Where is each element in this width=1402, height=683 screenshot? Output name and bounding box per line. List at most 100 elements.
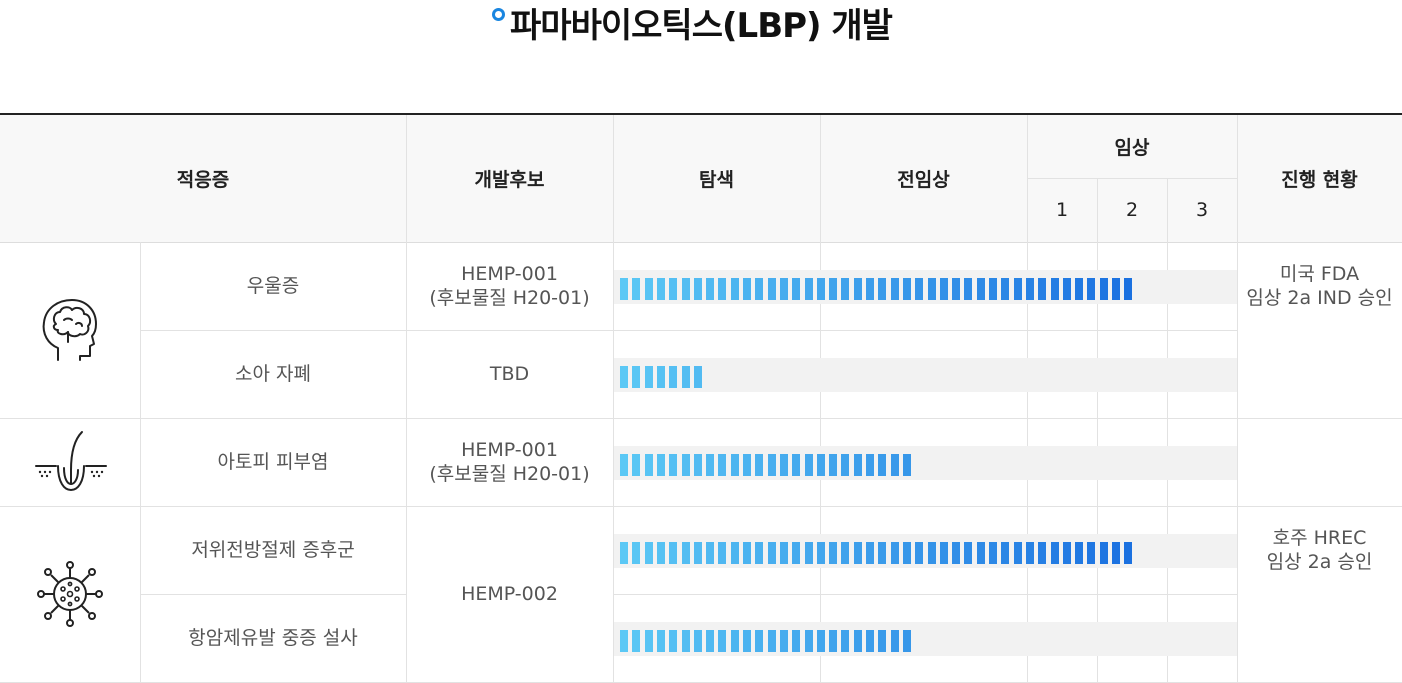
progress-segment (1025, 278, 1034, 300)
progress-segment (976, 542, 985, 564)
progress-segment (669, 278, 678, 300)
progress-segment (976, 278, 985, 300)
progress-segment (816, 454, 825, 476)
header-candidate: 개발후보 (474, 169, 545, 191)
progress-segment (1062, 542, 1071, 564)
grid-line (1237, 115, 1238, 242)
progress-segment (952, 278, 961, 300)
header-phase-3: 3 (1195, 199, 1209, 221)
progress-segment (853, 630, 862, 652)
progress-segment (718, 630, 727, 652)
progress-segment (706, 454, 715, 476)
progress-segment (706, 630, 715, 652)
progress-segment (779, 542, 788, 564)
progress-segment (841, 454, 850, 476)
progress-segment (620, 542, 628, 564)
grid-line (613, 115, 614, 242)
progress-segment (989, 542, 997, 564)
table-header (0, 115, 1402, 243)
progress-segment (693, 278, 702, 300)
progress-track (614, 270, 1237, 304)
progress-segment (939, 278, 948, 300)
progress-segment (1001, 278, 1010, 300)
progress-segment (681, 454, 690, 476)
progress-segment (620, 630, 628, 652)
progress-segment (927, 542, 936, 564)
grid-line (0, 418, 1402, 419)
progress-segment (902, 542, 911, 564)
progress-segment (853, 542, 862, 564)
progress-segment (804, 542, 813, 564)
progress-segment (792, 542, 801, 564)
progress-segment (816, 278, 825, 300)
progress-segment (890, 454, 899, 476)
grid-line (140, 594, 406, 595)
progress-segment (964, 278, 973, 300)
progress-segment (829, 278, 838, 300)
header-phase-1: 1 (1055, 199, 1069, 221)
progress-segment (669, 542, 678, 564)
progress-segment (755, 454, 764, 476)
progress-segment (1050, 278, 1059, 300)
progress-track (614, 534, 1237, 568)
candidate-note: (후보물질 H20-01) (429, 287, 590, 309)
indication-label: 소아 자폐 (235, 363, 311, 385)
progress-segment (890, 278, 899, 300)
progress-segment (681, 630, 690, 652)
progress-segment (964, 542, 973, 564)
candidate-cell: HEMP-001 (후보물질 H20-01) (406, 242, 613, 330)
indication-label: 항암제유발 중증 설사 (188, 627, 358, 649)
progress-segment (620, 366, 628, 388)
progress-segment (767, 454, 776, 476)
progress-segment (902, 454, 911, 476)
status-cell: 미국 FDA 임상 2a IND 승인 (1237, 242, 1402, 330)
progress-segment (1124, 542, 1133, 564)
progress-segment (841, 542, 850, 564)
progress-segment (866, 278, 874, 300)
progress-track (614, 622, 1237, 656)
progress-segment (1087, 542, 1096, 564)
progress-segment (730, 542, 739, 564)
progress-segment (1038, 542, 1047, 564)
progress-segment (1124, 278, 1133, 300)
progress-segment (1001, 542, 1010, 564)
progress-track (614, 446, 1237, 480)
progress-segment (1087, 278, 1096, 300)
progress-segment (718, 542, 727, 564)
progress-segment (792, 454, 801, 476)
progress-segment (952, 542, 961, 564)
indication-label: 우울증 (246, 275, 300, 297)
progress-segment (743, 454, 751, 476)
progress-segment (915, 542, 924, 564)
candidate-code: HEMP-001 (461, 439, 558, 461)
candidate-code: TBD (489, 363, 530, 385)
progress-segment (656, 630, 665, 652)
grid-line (820, 115, 821, 242)
indication-cell: 소아 자폐 (140, 330, 406, 418)
progress-segment (804, 630, 813, 652)
candidate-note: (후보물질 H20-01) (429, 463, 590, 485)
grid-line (406, 242, 407, 683)
progress-segment (866, 630, 874, 652)
progress-segment (632, 630, 641, 652)
progress-segment (915, 278, 924, 300)
progress-segment (1050, 542, 1059, 564)
progress-segment (1112, 278, 1120, 300)
virus-icon (37, 561, 103, 627)
progress-segment (718, 278, 727, 300)
progress-segment (632, 366, 641, 388)
progress-segment (767, 278, 776, 300)
indication-cell: 저위전방절제 증후군 (140, 506, 406, 594)
progress-segment (804, 454, 813, 476)
progress-segment (706, 542, 715, 564)
title-area: 파마바이오틱스(LBP) 개발 (0, 0, 1402, 60)
progress-segment (816, 542, 825, 564)
progress-segment (866, 454, 874, 476)
progress-segment (779, 278, 788, 300)
progress-segment (989, 278, 997, 300)
grid-line (613, 594, 1237, 595)
progress-segment (927, 278, 936, 300)
progress-segment (890, 630, 899, 652)
progress-segment (829, 630, 838, 652)
progress-segment (878, 278, 887, 300)
